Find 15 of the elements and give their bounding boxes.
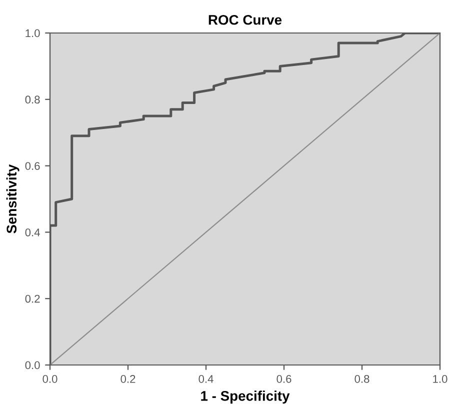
- x-tick-label: 0.8: [354, 375, 370, 383]
- y-tick-label: 1.0: [26, 29, 40, 38]
- y-tick-label: 0.2: [25, 294, 40, 303]
- y-axis-title: Sensitivity: [6, 164, 20, 234]
- x-axis-title: 1 - Specificity: [201, 390, 290, 404]
- y-tick-label: 0.4: [25, 228, 40, 236]
- chart-title: ROC Curve: [208, 14, 282, 25]
- x-tick-label: 1.0: [433, 375, 448, 383]
- y-tick-label: 0.6: [25, 162, 40, 170]
- x-tick-label: 0.6: [276, 375, 292, 383]
- y-tick-label: 0.8: [25, 96, 40, 104]
- x-tick-label: 0.2: [120, 375, 136, 383]
- y-tick-label: 0.0: [25, 361, 40, 370]
- x-tick-label: 0.0: [42, 375, 58, 383]
- x-tick-label: 0.4: [198, 375, 214, 383]
